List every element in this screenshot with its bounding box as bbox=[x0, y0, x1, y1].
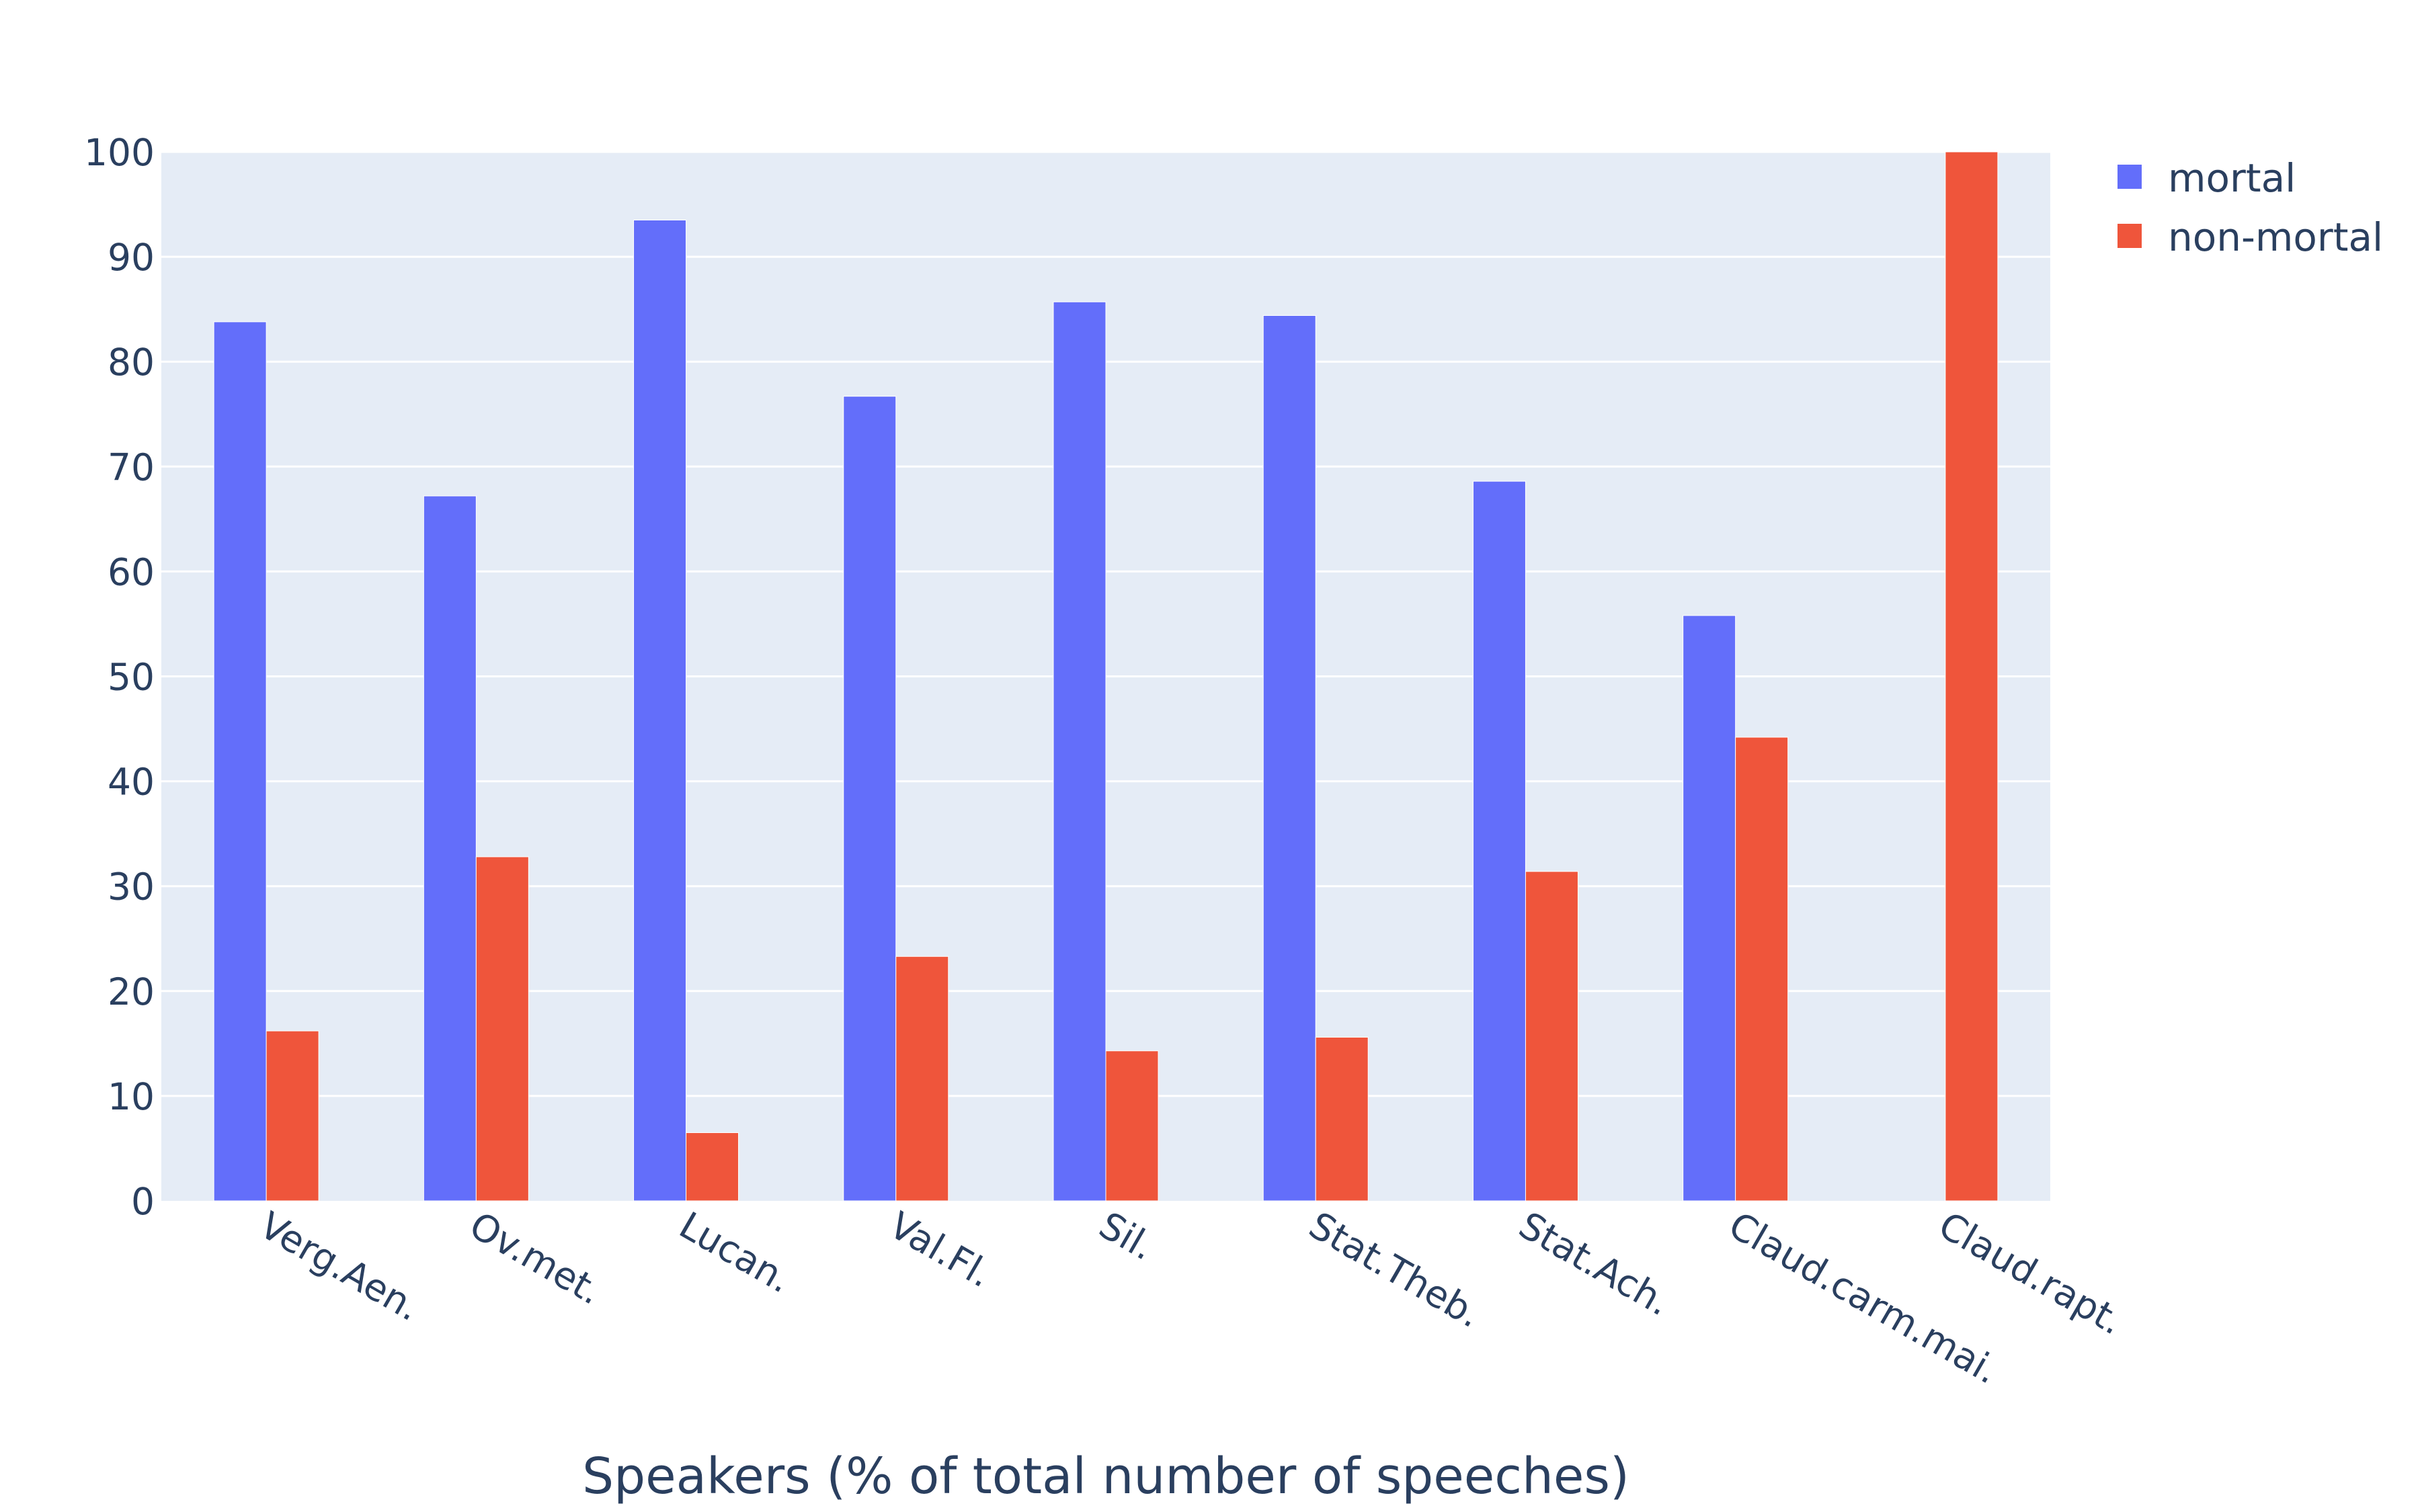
x-tick-label: Claud.rapt. bbox=[1931, 1204, 2130, 1343]
y-tick-label: 90 bbox=[108, 236, 155, 279]
bar-mortal-Stat.Ach. bbox=[1472, 480, 1526, 1202]
y-tick-label: 50 bbox=[108, 656, 155, 699]
y-tick-label: 70 bbox=[108, 446, 155, 489]
bar-non-mortal-Verg.Aen. bbox=[266, 1030, 319, 1202]
bar-mortal-Sil. bbox=[1053, 301, 1106, 1202]
bar-mortal-Verg.Aen. bbox=[213, 321, 267, 1202]
y-tick-label: 40 bbox=[108, 761, 155, 804]
x-tick-label: Val.Fl. bbox=[882, 1204, 999, 1296]
bar-non-mortal-Stat.Ach. bbox=[1525, 871, 1578, 1202]
legend-swatch-mortal bbox=[2118, 165, 2142, 189]
y-tick-label: 0 bbox=[131, 1180, 155, 1223]
y-tick-label: 100 bbox=[84, 131, 155, 174]
bar-non-mortal-Ov.met. bbox=[475, 856, 529, 1202]
bar-mortal-Stat.Theb. bbox=[1262, 315, 1316, 1202]
x-tick-label: Stat.Theb. bbox=[1302, 1204, 1489, 1336]
y-tick-label: 30 bbox=[108, 866, 155, 909]
y-tick-label: 60 bbox=[108, 550, 155, 593]
y-tick-label: 80 bbox=[108, 341, 155, 384]
legend-label-non-mortal: non-mortal bbox=[2168, 214, 2383, 260]
x-axis-title: Speakers (% of total number of speeches) bbox=[582, 1447, 1629, 1505]
x-tick-label: Lucan. bbox=[672, 1204, 799, 1302]
x-tick-label: Verg.Aen. bbox=[253, 1204, 428, 1329]
x-tick-label: Ov.met. bbox=[462, 1204, 610, 1313]
y-tick-label: 10 bbox=[108, 1075, 155, 1118]
bar-non-mortal-Stat.Theb. bbox=[1315, 1036, 1369, 1202]
bar-mortal-Val.Fl. bbox=[843, 396, 897, 1202]
legend: mortal non-mortal bbox=[2118, 155, 2383, 260]
x-axis-ticks: Verg.Aen. Ov.met. Lucan. Val.Fl. Sil. Stat.Th… bbox=[253, 1204, 2131, 1392]
bar-mortal-Ov.met. bbox=[423, 495, 477, 1202]
legend-label-mortal: mortal bbox=[2168, 155, 2296, 201]
x-tick-label: Sil. bbox=[1092, 1204, 1162, 1269]
y-tick-label: 20 bbox=[108, 970, 155, 1013]
x-tick-label: Stat.Ach. bbox=[1512, 1204, 1678, 1325]
bar-non-mortal-Lucan. bbox=[686, 1132, 739, 1202]
bar-mortal-Claud.carm.mai. bbox=[1683, 615, 1736, 1202]
bar-non-mortal-Val.Fl. bbox=[895, 956, 949, 1202]
bars bbox=[213, 151, 1999, 1202]
bar-mortal-Lucan. bbox=[633, 219, 687, 1202]
bar-non-mortal-Claud.carm.mai. bbox=[1735, 737, 1789, 1202]
bar-non-mortal-Sil. bbox=[1105, 1050, 1159, 1202]
y-axis-ticks: 0 10 20 30 40 50 60 70 80 90 100 bbox=[84, 131, 155, 1223]
legend-swatch-non-mortal bbox=[2118, 224, 2142, 248]
bar-non-mortal-Claud.rapt. bbox=[1945, 151, 1999, 1202]
